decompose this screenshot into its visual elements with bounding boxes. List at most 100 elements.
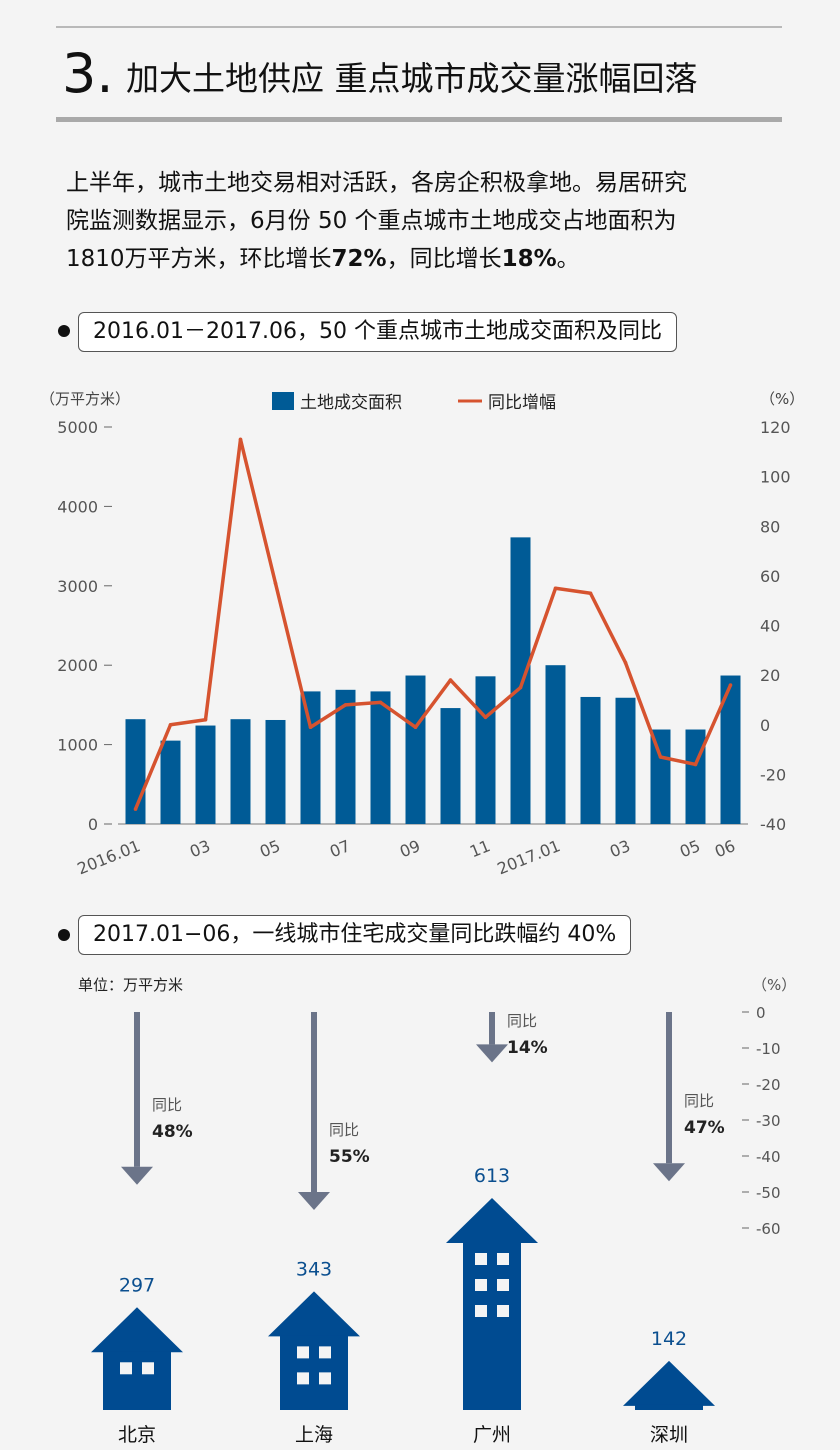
right-tick-label: 60 bbox=[760, 567, 780, 586]
bar-land-area bbox=[650, 729, 671, 824]
city-value-label: 142 bbox=[651, 1328, 687, 1350]
section-number: 3. bbox=[62, 42, 114, 105]
right-axis-unit: （%） bbox=[760, 390, 804, 408]
left-axis-unit: （万平方米） bbox=[40, 390, 130, 408]
yoy-arrow-shaft bbox=[134, 1012, 140, 1167]
line-point-yoy bbox=[133, 807, 138, 811]
house-window bbox=[120, 1362, 132, 1375]
house-window bbox=[142, 1362, 154, 1375]
left-tick-label: 3000 bbox=[57, 577, 98, 596]
house-body bbox=[280, 1335, 348, 1410]
intro-paragraph: 上半年，城市土地交易相对活跃，各房企积极拿地。易居研究 院监测数据显示，6月份 … bbox=[66, 164, 786, 278]
x-tick-label: 05 bbox=[677, 836, 703, 861]
intro-mom-growth: 72% bbox=[331, 246, 387, 272]
top-rule bbox=[56, 26, 782, 28]
bar-land-area bbox=[370, 691, 391, 824]
intro-yoy-growth: 18% bbox=[501, 246, 557, 272]
unit-label: 单位：万平方米 bbox=[78, 976, 183, 994]
house-window bbox=[319, 1346, 331, 1359]
house-icon bbox=[268, 1291, 360, 1410]
house-window bbox=[497, 1253, 509, 1265]
yoy-caption: 同比 bbox=[684, 1092, 714, 1110]
house-window bbox=[475, 1305, 487, 1317]
x-tick-label: 05 bbox=[257, 836, 283, 861]
legend-bar-swatch bbox=[272, 392, 294, 410]
house-body bbox=[635, 1404, 703, 1410]
city-value-label: 343 bbox=[296, 1258, 332, 1280]
x-tick-label: 09 bbox=[397, 836, 423, 861]
right-tick-label: 120 bbox=[760, 418, 791, 437]
house-body bbox=[463, 1242, 521, 1410]
right-tick-label: 0 bbox=[760, 716, 770, 735]
right-tick-label: -30 bbox=[756, 1112, 781, 1130]
intro-line-2: 院监测数据显示，6月份 50 个重点城市土地成交占地面积为 bbox=[66, 208, 677, 234]
line-yoy-growth bbox=[133, 437, 733, 810]
x-tick-label: 2016.01 bbox=[75, 836, 143, 878]
chart2-bullet bbox=[58, 929, 70, 941]
right-tick-label: 40 bbox=[760, 617, 780, 636]
house-window bbox=[497, 1279, 509, 1291]
line-point-yoy bbox=[448, 678, 453, 682]
line-point-yoy bbox=[273, 581, 278, 586]
yoy-arrow-head bbox=[476, 1044, 508, 1063]
house-window bbox=[475, 1279, 487, 1291]
house-window bbox=[475, 1253, 487, 1265]
bar-land-area bbox=[195, 725, 216, 824]
right-tick-label: -40 bbox=[760, 815, 786, 834]
x-tick-label: 11 bbox=[467, 836, 493, 861]
right-tick-label: -60 bbox=[756, 1220, 781, 1238]
bar-land-area bbox=[510, 537, 531, 824]
x-tick-label: 07 bbox=[327, 836, 353, 861]
yoy-arrow-head bbox=[298, 1192, 330, 1210]
yoy-caption: 同比 bbox=[507, 1012, 537, 1030]
right-tick-label: -20 bbox=[760, 765, 786, 784]
yoy-value: 55% bbox=[329, 1147, 370, 1167]
right-tick-label: -10 bbox=[756, 1040, 781, 1058]
right-tick-label: 0 bbox=[756, 1004, 766, 1022]
house-window bbox=[497, 1305, 509, 1317]
left-tick-label: 2000 bbox=[57, 656, 98, 675]
bar-land-area bbox=[475, 676, 496, 824]
right-axis-unit: （%） bbox=[752, 976, 796, 994]
right-tick-label: 20 bbox=[760, 666, 780, 685]
city-name-label: 北京 bbox=[118, 1424, 156, 1446]
house-window bbox=[297, 1372, 309, 1385]
line-point-yoy bbox=[553, 586, 558, 591]
house-icon bbox=[623, 1360, 715, 1410]
line-point-yoy bbox=[518, 685, 523, 690]
left-tick-label: 4000 bbox=[57, 497, 98, 516]
bar-land-area bbox=[685, 729, 706, 824]
yoy-arrow-shaft bbox=[666, 1012, 672, 1164]
house-roof bbox=[446, 1198, 538, 1243]
city-name-label: 上海 bbox=[295, 1424, 333, 1446]
line-point-yoy bbox=[203, 717, 208, 722]
line-point-yoy bbox=[168, 722, 173, 727]
line-point-yoy bbox=[588, 591, 593, 596]
chart1-bullet bbox=[58, 325, 70, 337]
house-icon bbox=[91, 1307, 183, 1410]
right-tick-label: -40 bbox=[756, 1148, 781, 1166]
bar-land-area bbox=[545, 665, 566, 824]
right-tick-label: 100 bbox=[760, 468, 791, 487]
city-name-label: 广州 bbox=[473, 1424, 511, 1446]
section-title: 加大土地供应 重点城市成交量涨幅回落 bbox=[126, 59, 698, 98]
bar-land-area bbox=[300, 691, 321, 824]
legend-line-label: 同比增幅 bbox=[488, 393, 556, 413]
chart1-subtitle: 2016.01－2017.06，50 个重点城市土地成交面积及同比 bbox=[78, 312, 677, 352]
bar-land-area bbox=[405, 675, 426, 824]
yoy-value: 47% bbox=[684, 1118, 725, 1138]
yoy-caption: 同比 bbox=[329, 1121, 359, 1139]
bar-land-area bbox=[265, 719, 286, 824]
right-tick-label: -50 bbox=[756, 1184, 781, 1202]
yoy-value: 48% bbox=[152, 1122, 193, 1142]
line-point-yoy bbox=[728, 683, 733, 687]
yoy-arrow-head bbox=[653, 1163, 685, 1182]
left-tick-label: 1000 bbox=[57, 736, 98, 755]
line-point-yoy bbox=[413, 725, 418, 730]
line-point-yoy bbox=[238, 437, 243, 442]
bar-land-area bbox=[440, 708, 461, 824]
x-tick-label: 06 bbox=[712, 836, 738, 861]
city-name-label: 深圳 bbox=[650, 1424, 688, 1446]
x-tick-label: 2017.01 bbox=[495, 836, 563, 878]
yoy-arrow-head bbox=[121, 1166, 153, 1185]
